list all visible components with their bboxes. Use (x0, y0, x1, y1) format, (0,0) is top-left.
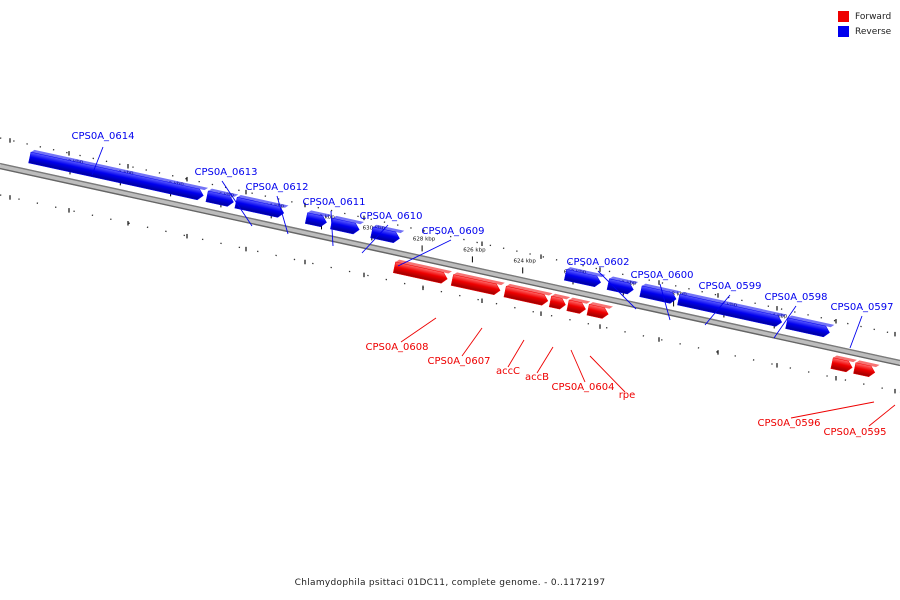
gene-label: CPS0A_0600 (630, 270, 693, 281)
gene-arrow (370, 224, 405, 244)
gene-arrow (450, 272, 505, 296)
gene-leader-line (361, 224, 389, 254)
gene-leader-line (790, 401, 875, 419)
gene-leader-line (589, 355, 626, 393)
ruler-tick-label: 628 kbp (413, 236, 436, 242)
gene-leader-line (461, 327, 483, 357)
track-guides (0, 137, 900, 394)
gene-leader-line (536, 346, 554, 374)
gene-label: CPS0A_0612 (245, 182, 308, 193)
gene-leader-line (773, 305, 797, 339)
gene-label: rpe (619, 390, 636, 401)
gene-leader-line (597, 270, 637, 310)
gene-leader-line (570, 349, 586, 383)
gene-label: CPS0A_0607 (427, 356, 490, 367)
ruler-tick-label: 618 kbp (664, 291, 687, 297)
gene-label: CPS0A_0614 (71, 131, 134, 142)
gene-arrow (392, 259, 452, 284)
genome-backbone (0, 162, 900, 367)
gene-leader-line (221, 180, 253, 227)
gene-leader-line (704, 294, 731, 326)
gene-arrow (785, 315, 835, 338)
ruler-tick-label: 626 kbp (463, 247, 486, 253)
gene-arrow (853, 360, 880, 378)
gene-label: CPS0A_0611 (302, 197, 365, 208)
gene-label: CPS0A_0595 (823, 427, 886, 438)
legend-forward: Forward (838, 9, 891, 24)
gene-arrow (503, 283, 553, 306)
gene-leader-line (400, 317, 437, 343)
gene-arrow (677, 291, 787, 327)
reverse-swatch (838, 26, 849, 37)
gene-leader-line (276, 195, 289, 235)
gene-arrow (234, 194, 289, 218)
ruler-tick-label: 624 kbp (513, 258, 536, 264)
gene-arrow (830, 355, 857, 373)
gene-arrow (548, 293, 571, 310)
legend-reverse: Reverse (838, 24, 891, 39)
gene-label: accC (496, 366, 520, 377)
gene-label: CPS0A_0599 (698, 281, 761, 292)
gene-labels: CPS0A_0614 CPS0A_0613 CPS0A_0612 CPS0A_0611… (71, 131, 896, 438)
gene-leader-line (659, 283, 671, 321)
gene-leader-line (868, 404, 896, 427)
gene-leader-line (330, 210, 334, 247)
gene-leader-line (849, 315, 863, 349)
legend-reverse-label: Reverse (855, 26, 892, 37)
gene-label: CPS0A_0608 (365, 342, 428, 353)
gene-leader-line (397, 239, 452, 267)
gene-arrow (606, 276, 639, 295)
gene-label: CPS0A_0604 (551, 382, 614, 393)
gene-arrow (304, 210, 332, 228)
gene-arrow (330, 215, 364, 235)
gene-label: CPS0A_0597 (830, 302, 893, 313)
gene-arrows (28, 149, 880, 378)
gene-label: CPS0A_0602 (566, 257, 629, 268)
forward-swatch (838, 11, 849, 22)
legend-forward-label: Forward (855, 11, 892, 22)
gene-label: CPS0A_0613 (194, 167, 257, 178)
gene-leader-line (91, 146, 104, 176)
genome-caption: Chlamydophila psittaci 01DC11, complete … (294, 578, 606, 588)
gene-arrow (28, 149, 209, 201)
strand-legend: Forward Reverse (838, 9, 891, 39)
gene-label: CPS0A_0596 (757, 418, 820, 429)
gene-leader-line (507, 339, 525, 368)
gene-label: CPS0A_0610 (359, 211, 422, 222)
gene-label: accB (525, 372, 549, 383)
gene-arrow (563, 267, 606, 288)
gene-arrow (566, 297, 591, 314)
gene-label: CPS0A_0609 (421, 226, 484, 237)
gene-label: CPS0A_0598 (764, 292, 827, 303)
gene-arrow (586, 302, 613, 319)
